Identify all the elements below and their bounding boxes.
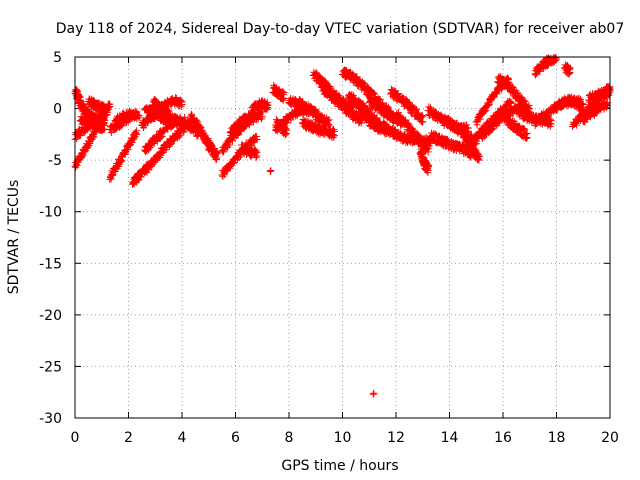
- data-point-arc-e1: [235, 153, 243, 161]
- data-point-arc-a2: [81, 127, 89, 135]
- data-point-arc-b3: [134, 111, 142, 119]
- x-tick-label: 18: [548, 430, 566, 446]
- data-point-arc-a1: [79, 152, 87, 160]
- data-point-arc-b1: [132, 130, 140, 138]
- data-point-arc-e2: [229, 137, 237, 145]
- data-point-arc-b1: [121, 151, 129, 159]
- data-point-arc-c4: [141, 122, 149, 130]
- x-tick-label: 4: [178, 430, 187, 446]
- x-tick-label: 10: [334, 430, 352, 446]
- data-point-arc-c3: [157, 134, 165, 142]
- data-point-arc-e3: [228, 129, 236, 137]
- x-tick-label: 2: [124, 430, 133, 446]
- data-point-arc-f2: [267, 166, 275, 174]
- y-tick-label: 5: [53, 50, 62, 66]
- data-point-arc-c1: [137, 173, 145, 181]
- data-point-arc-a1: [90, 133, 98, 141]
- data-point-arc-e1: [229, 159, 237, 167]
- data-point-arc-c2: [150, 159, 158, 167]
- data-point-arc-a2: [77, 131, 85, 139]
- data-point-arc-c3: [158, 132, 166, 140]
- data-point-arc-d1: [187, 110, 195, 118]
- data-point-arc-c4: [178, 100, 186, 108]
- y-tick-label: -30: [39, 411, 62, 427]
- data-point-arc-a4: [99, 126, 107, 134]
- x-tick-label: 6: [231, 430, 240, 446]
- data-points: [71, 53, 614, 398]
- data-point-arc-c2: [162, 146, 170, 154]
- data-point-arc-b3: [118, 117, 126, 125]
- data-point-arc-e2: [220, 148, 228, 156]
- data-point-arc-c2: [145, 166, 153, 174]
- data-point-arc-c3: [164, 125, 172, 133]
- x-tick-label: 16: [494, 430, 512, 446]
- data-point-arc-h5: [369, 390, 377, 398]
- data-point-arc-e1: [222, 167, 230, 175]
- data-point-arc-e2: [225, 141, 233, 149]
- data-point-arc-c4: [177, 102, 185, 110]
- data-point-arc-a1: [74, 158, 82, 166]
- data-point-arc-c7: [171, 113, 179, 121]
- data-point-arc-e1: [219, 172, 227, 180]
- data-point-arc-e2: [258, 113, 266, 121]
- data-point-arc-d1: [194, 118, 202, 126]
- axis-ticks: 0 2 4 6 8 10 12 14 16 18 20 5 0 -5 -10 -15 -20 -25 -30: [39, 50, 619, 446]
- data-point-arc-d1: [197, 124, 205, 132]
- data-point-arc-e1: [253, 136, 261, 144]
- data-point-arc-h5: [370, 389, 378, 397]
- y-tick-label: -15: [39, 256, 62, 272]
- data-point-arc-b1: [108, 172, 116, 180]
- x-tick-label: 14: [441, 430, 459, 446]
- y-tick-label: 0: [53, 102, 62, 118]
- x-tick-label: 12: [387, 430, 405, 446]
- y-axis-label: SDTVAR / TECUs: [6, 180, 22, 295]
- y-tick-label: -20: [39, 308, 62, 324]
- data-point-arc-e3: [236, 122, 244, 130]
- data-point-arc-b1: [118, 157, 126, 165]
- data-point-arc-e1: [230, 159, 238, 167]
- data-point-arc-c2: [176, 131, 184, 139]
- data-point-arc-c2: [175, 133, 183, 141]
- data-point-arc-b3: [135, 114, 143, 122]
- data-point-arc-a5: [100, 107, 108, 115]
- x-tick-label: 0: [71, 430, 80, 446]
- y-tick-label: -10: [39, 205, 62, 221]
- data-point-arc-c2: [166, 140, 174, 148]
- chart-title: Day 118 of 2024, Sidereal Day-to-day VTE…: [56, 21, 625, 37]
- y-tick-label: -25: [39, 359, 62, 375]
- data-point-arc-f2: [266, 167, 274, 175]
- data-point-arc-d2: [213, 154, 221, 162]
- data-point-arc-b1: [133, 130, 141, 138]
- data-point-arc-b1: [107, 175, 115, 183]
- x-axis-label: GPS time / hours: [281, 458, 398, 474]
- data-point-arc-b3: [116, 118, 124, 126]
- data-point-arc-b1: [124, 145, 132, 153]
- data-point-arc-c3: [163, 125, 171, 133]
- y-tick-label: -5: [48, 153, 62, 169]
- data-point-arc-b3: [133, 108, 141, 116]
- x-tick-label: 20: [601, 430, 619, 446]
- data-point-arc-b1: [117, 158, 125, 166]
- data-point-arc-b2: [123, 119, 131, 127]
- x-tick-label: 8: [285, 430, 294, 446]
- data-point-arc-e1: [221, 171, 229, 179]
